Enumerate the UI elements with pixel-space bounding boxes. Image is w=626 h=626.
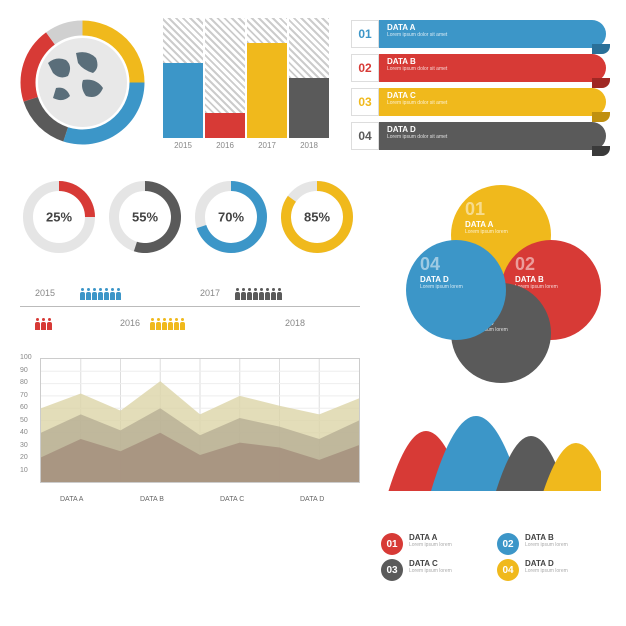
people-group: [80, 288, 121, 300]
y-tick: 100: [20, 354, 32, 361]
mountain-chart: [381, 416, 601, 491]
ribbon-item: 01DATA ALorem ipsum dolor sit amet: [351, 20, 606, 48]
legend-item: 02DATA BLorem ipsum lorem: [497, 533, 601, 555]
year-bar: 2015: [163, 18, 203, 150]
people-timeline: 2015 2016 2017 2018: [20, 276, 360, 346]
ribbon-item: 02DATA BLorem ipsum dolor sit amet: [351, 54, 606, 82]
legend-item: 01DATA ALorem ipsum lorem: [381, 533, 485, 555]
year-bar: 2017: [247, 18, 287, 150]
donut-chart: 70%: [192, 178, 270, 256]
donut-chart: 25%: [20, 178, 98, 256]
donut-chart: 85%: [278, 178, 356, 256]
y-tick: 70: [20, 392, 28, 399]
x-label: DATA A: [60, 496, 83, 503]
y-tick: 60: [20, 404, 28, 411]
year-bar: 2016: [205, 18, 245, 150]
globe-icon: [38, 38, 127, 127]
y-tick: 90: [20, 367, 28, 374]
y-tick: 30: [20, 442, 28, 449]
x-label: DATA D: [300, 496, 324, 503]
people-group: [35, 318, 52, 330]
legend-item: 03DATA CLorem ipsum lorem: [381, 559, 485, 581]
y-tick: 50: [20, 417, 28, 424]
globe-donut-chart: [20, 20, 145, 145]
ribbon-list: 01DATA ALorem ipsum dolor sit amet 02DATA…: [351, 20, 606, 160]
legend-item: 04DATA DLorem ipsum lorem: [497, 559, 601, 581]
timeline-year: 2015: [35, 288, 55, 298]
ribbon-item: 04DATA DLorem ipsum dolor sit amet: [351, 122, 606, 150]
y-tick: 20: [20, 454, 28, 461]
y-tick: 80: [20, 379, 28, 386]
timeline-year: 2018: [285, 318, 305, 328]
x-label: DATA C: [220, 496, 244, 503]
people-group: [150, 318, 185, 330]
timeline-year: 2017: [200, 288, 220, 298]
y-tick: 40: [20, 429, 28, 436]
year-bar-chart: 2015201620172018: [163, 20, 333, 150]
venn-circle: 04DATA DLorem ipsum lorem: [406, 240, 506, 340]
venn-circles: 01DATA ALorem ipsum lorem02DATA BLorem i…: [406, 185, 601, 380]
people-group: [235, 288, 282, 300]
area-chart: 100908070605040302010 DATA ADATA BDATA C…: [20, 358, 360, 503]
year-bar: 2018: [289, 18, 329, 150]
x-label: DATA B: [140, 496, 164, 503]
donut-chart: 55%: [106, 178, 184, 256]
legend-grid: 01DATA ALorem ipsum lorem 02DATA BLorem i…: [381, 533, 601, 581]
y-tick: 10: [20, 467, 28, 474]
timeline-year: 2016: [120, 318, 140, 328]
ribbon-item: 03DATA CLorem ipsum dolor sit amet: [351, 88, 606, 116]
